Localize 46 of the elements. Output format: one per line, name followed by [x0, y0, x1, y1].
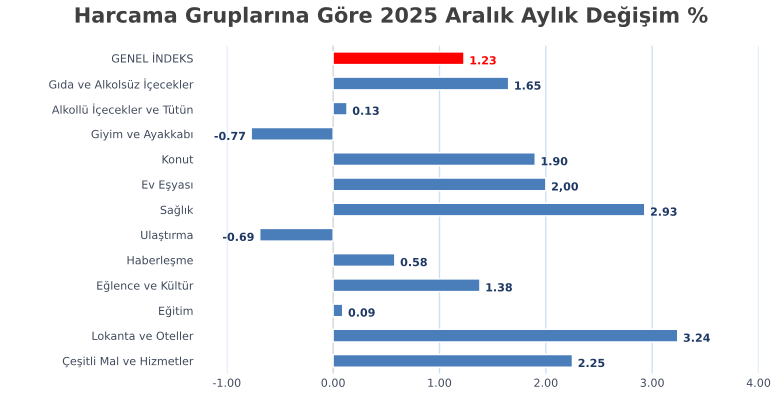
bar: [332, 51, 465, 66]
data-label: 1.65: [515, 81, 541, 90]
y-tick-label: Ulaştırma: [141, 230, 192, 242]
data-label: 0.58: [400, 258, 427, 266]
y-tick-label: Çeşitli Mal ve Hizmetler: [62, 356, 194, 368]
bar: [332, 102, 348, 116]
data-label: 0.13: [352, 106, 379, 115]
bar: [332, 202, 646, 217]
bar: [250, 126, 334, 141]
bar: [259, 228, 334, 242]
x-tick-label: 3.00: [640, 378, 664, 387]
x-tick-label: 4.00: [746, 378, 770, 387]
y-tick-label: Eğlence ve Kültür: [97, 280, 194, 292]
y-tick-label: Sağlık: [160, 205, 194, 216]
y-tick-label: GENEL İNDEKS: [112, 52, 193, 63]
y-tick-label: Lokanta ve Oteller: [92, 331, 194, 340]
data-label: 1.90: [542, 156, 568, 166]
bar: [332, 303, 344, 318]
data-label: 0.09: [348, 308, 375, 317]
bar: [332, 278, 481, 292]
data-label: -0.77: [214, 132, 246, 140]
y-tick-label: Konut: [162, 155, 194, 164]
bar: [332, 177, 547, 192]
bar: [332, 354, 574, 368]
y-tick-label: Giyim ve Ayakkabı: [92, 130, 192, 140]
data-label: 1.38: [486, 283, 512, 292]
x-tick-label: -1.00: [212, 378, 240, 387]
y-tick-label: Haberleşme: [128, 256, 193, 266]
x-tick-label: 2.00: [534, 378, 558, 387]
y-tick-label: Gıda ve Alkolsüz İçecekler: [49, 78, 194, 91]
bar: [332, 152, 536, 166]
y-tick-label: Ev Eşyası: [142, 180, 192, 191]
y-tick-label: Eğitim: [159, 306, 193, 318]
bar: [332, 328, 678, 343]
chart-title: Harcama Gruplarına Göre 2025 Aralık Aylık Değişim %: [76, 6, 708, 28]
bar: [332, 253, 396, 268]
data-label: 2.93: [650, 207, 677, 216]
x-tick-label: 1.00: [428, 378, 452, 387]
data-label: 1.23: [470, 56, 496, 65]
data-label: 2.25: [578, 358, 604, 368]
bar: [332, 76, 510, 90]
data-label: 2,00: [552, 182, 578, 192]
x-tick-label: 0.00: [321, 378, 345, 387]
data-label: -0.69: [223, 232, 254, 242]
y-tick-label: Alkollü İçecekler ve Tütün: [52, 104, 193, 116]
data-label: 3.24: [684, 334, 710, 342]
